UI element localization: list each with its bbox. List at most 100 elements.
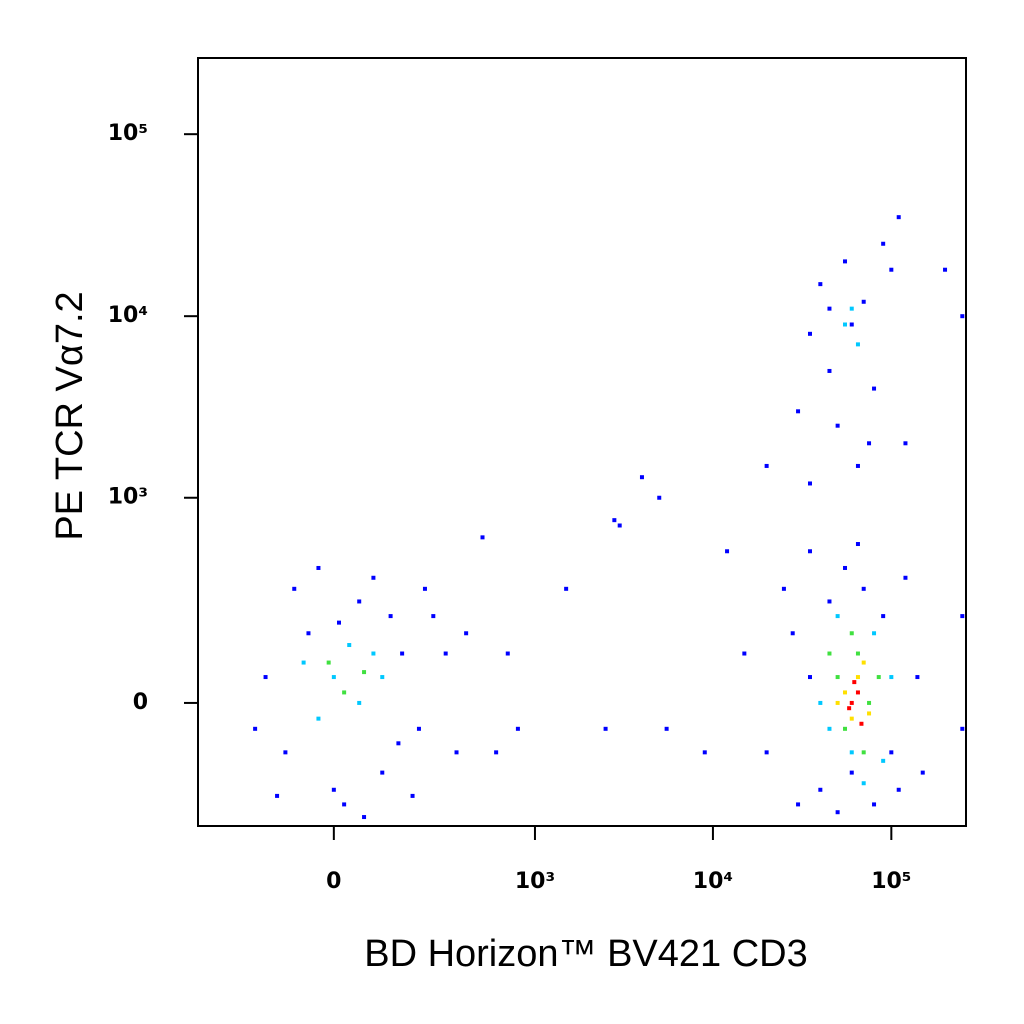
point <box>818 787 823 792</box>
y-tick-label: 10⁴ <box>108 303 148 328</box>
point <box>790 631 795 636</box>
point <box>855 675 860 680</box>
point <box>960 614 965 619</box>
point <box>664 726 669 731</box>
point <box>827 651 832 656</box>
point <box>431 614 436 619</box>
point <box>896 787 901 792</box>
point <box>331 787 336 792</box>
point <box>362 815 367 820</box>
point <box>263 675 268 680</box>
point <box>326 660 331 665</box>
point <box>347 643 352 648</box>
point <box>818 700 823 705</box>
point <box>849 306 854 311</box>
point <box>867 711 872 716</box>
point <box>849 770 854 775</box>
point <box>861 750 866 755</box>
x-tick-label: 10⁴ <box>693 869 733 894</box>
point <box>564 586 569 591</box>
point <box>796 802 801 807</box>
x-tick-label: 0 <box>326 869 341 894</box>
point <box>903 441 908 446</box>
point <box>835 810 840 815</box>
point <box>396 741 401 746</box>
point <box>603 726 608 731</box>
point <box>781 586 786 591</box>
y-axis-title: PE TCR Vα7.2 <box>49 291 91 540</box>
point <box>849 716 854 721</box>
y-tick-label: 10⁵ <box>108 121 148 146</box>
point <box>702 750 707 755</box>
point <box>371 575 376 580</box>
point <box>336 620 341 625</box>
point <box>807 331 812 336</box>
point <box>464 631 469 636</box>
point <box>764 463 769 468</box>
point <box>881 614 886 619</box>
point <box>903 575 908 580</box>
point <box>827 599 832 604</box>
point <box>960 314 965 319</box>
point <box>253 726 258 731</box>
point <box>861 781 866 786</box>
point <box>410 793 415 798</box>
point <box>855 463 860 468</box>
point <box>872 386 877 391</box>
point <box>639 475 644 480</box>
point <box>796 409 801 414</box>
plot-frame <box>197 57 967 827</box>
point <box>380 770 385 775</box>
point <box>943 267 948 272</box>
point <box>807 549 812 554</box>
point <box>889 750 894 755</box>
point <box>371 651 376 656</box>
point <box>843 565 848 570</box>
point <box>849 631 854 636</box>
point <box>742 651 747 656</box>
point <box>855 690 860 695</box>
point <box>342 802 347 807</box>
point <box>306 631 311 636</box>
point <box>881 758 886 763</box>
point <box>807 481 812 486</box>
point <box>855 651 860 656</box>
point <box>725 549 730 554</box>
point <box>960 726 965 731</box>
point <box>362 670 367 675</box>
point <box>807 675 812 680</box>
point <box>388 614 393 619</box>
point <box>867 700 872 705</box>
point <box>342 690 347 695</box>
point <box>316 565 321 570</box>
point <box>849 750 854 755</box>
x-tick-label: 10⁵ <box>871 869 911 894</box>
point <box>612 518 617 523</box>
point <box>316 716 321 721</box>
point <box>843 259 848 264</box>
point <box>920 770 925 775</box>
point <box>515 726 520 731</box>
point <box>301 660 306 665</box>
point <box>881 241 886 246</box>
point <box>835 423 840 428</box>
point <box>872 631 877 636</box>
y-tick-label: 0 <box>133 690 148 715</box>
point <box>843 690 848 695</box>
point <box>843 322 848 327</box>
point <box>861 660 866 665</box>
point <box>357 700 362 705</box>
point <box>454 750 459 755</box>
point <box>827 306 832 311</box>
point <box>876 675 881 680</box>
point <box>847 706 852 711</box>
point <box>861 299 866 304</box>
point <box>889 675 894 680</box>
point <box>872 802 877 807</box>
point <box>416 726 421 731</box>
point <box>380 675 385 680</box>
point <box>657 495 662 500</box>
point <box>855 542 860 547</box>
x-axis-title: BD Horizon™ BV421 CD3 <box>364 933 808 975</box>
point <box>915 675 920 680</box>
